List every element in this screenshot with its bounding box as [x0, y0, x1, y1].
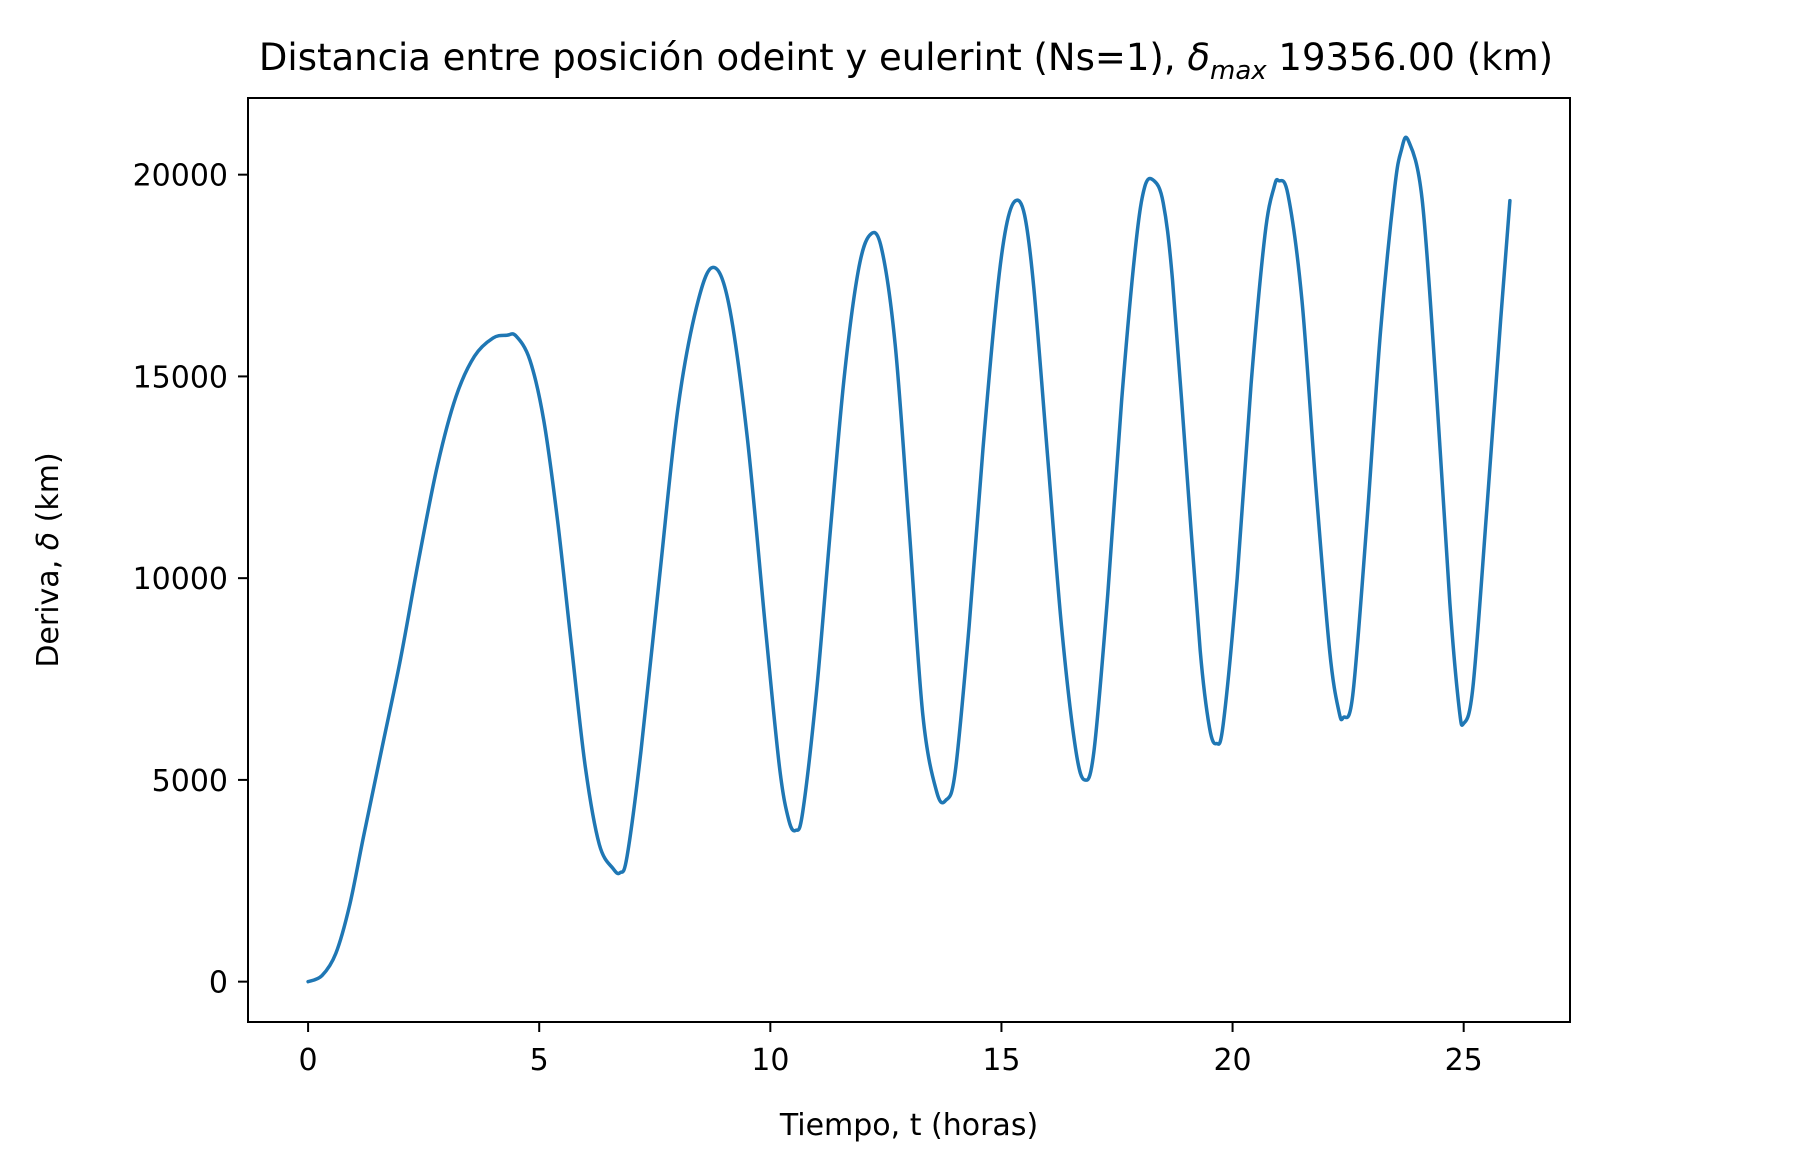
x-tick-label: 5	[530, 1043, 549, 1078]
x-tick-label: 15	[982, 1043, 1020, 1078]
y-tick-label: 10000	[133, 562, 228, 597]
chart-title: Distancia entre posición odeint y euleri…	[259, 36, 1553, 86]
x-tick-label: 25	[1445, 1043, 1483, 1078]
x-tick-label: 0	[299, 1043, 318, 1078]
y-tick-label: 15000	[133, 360, 228, 395]
y-tick-label: 0	[209, 966, 228, 1001]
y-axis-label-prefix: Deriva,	[31, 550, 66, 667]
y-tick-label: 5000	[152, 764, 228, 799]
chart-title-suffix: 19356.00 (km)	[1267, 36, 1553, 79]
plot-area-frame	[247, 97, 1571, 1023]
x-axis-ticks: 0 5 10 15 20 25	[299, 1022, 1483, 1078]
chart-title-subscript: max	[1210, 56, 1267, 86]
y-axis-ticks: 0 5000 10000 15000 20000	[133, 159, 248, 1001]
chart-title-main: Distancia entre posición odeint y euleri…	[259, 36, 1187, 79]
x-tick-label: 10	[751, 1043, 789, 1078]
series-line	[306, 135, 1512, 984]
y-axis-label-symbol: δ	[31, 532, 66, 550]
x-tick-label: 20	[1213, 1043, 1251, 1078]
y-axis-label: Deriva, δ (km)	[31, 452, 66, 667]
chart-title-symbol: δ	[1187, 36, 1210, 79]
y-axis-label-suffix: (km)	[31, 452, 66, 532]
y-tick-label: 20000	[133, 159, 228, 194]
x-axis-label: Tiempo, t (horas)	[779, 1108, 1038, 1143]
